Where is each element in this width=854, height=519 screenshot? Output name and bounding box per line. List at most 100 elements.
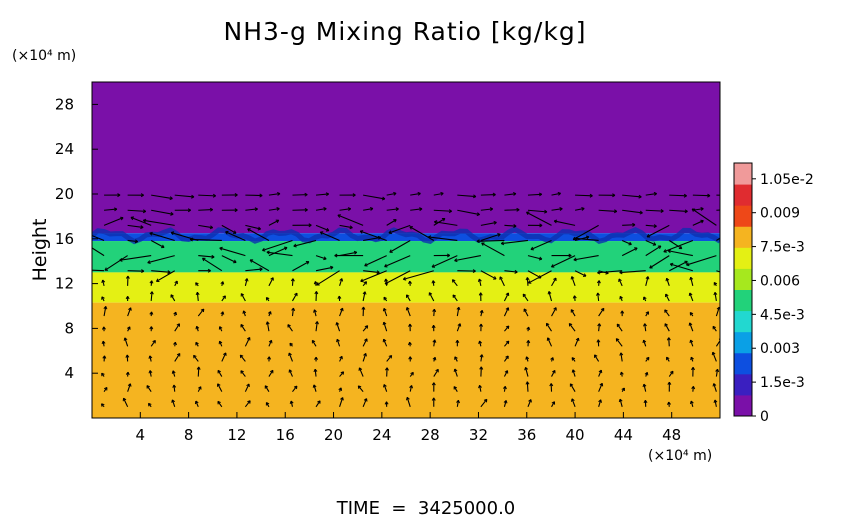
wind-vector-head xyxy=(552,369,556,374)
wind-vector xyxy=(103,217,124,226)
wind-vector-head xyxy=(74,268,77,271)
wind-vector-head xyxy=(478,340,483,345)
wind-vector xyxy=(193,354,199,362)
wind-vector-head xyxy=(538,256,543,261)
wind-vector-head xyxy=(209,207,214,212)
wind-vector xyxy=(151,194,173,200)
wind-vector-head xyxy=(376,270,380,275)
wind-vector xyxy=(146,385,152,392)
wind-vector xyxy=(245,268,263,272)
wind-vector xyxy=(649,255,670,269)
wind-vector-head xyxy=(497,232,501,237)
wind-vector xyxy=(240,370,246,377)
wind-vector-head xyxy=(512,191,517,196)
wind-vector-head xyxy=(244,278,249,282)
wind-vector xyxy=(291,278,294,286)
wind-vector-head xyxy=(553,307,557,311)
wind-vector-head xyxy=(288,352,292,357)
wind-vector xyxy=(456,307,460,317)
wind-vector-head xyxy=(384,281,389,285)
wind-vector xyxy=(714,292,717,302)
wind-vector-head xyxy=(691,367,695,371)
wind-vector xyxy=(127,239,138,243)
wind-vector-head xyxy=(571,398,575,402)
wind-vector xyxy=(428,292,435,302)
field-front xyxy=(92,226,720,245)
wind-vector-head xyxy=(572,236,577,241)
wind-vector xyxy=(480,221,497,226)
colorbar-swatch xyxy=(734,205,752,227)
wind-vector-head xyxy=(169,196,173,201)
mixing-ratio-field xyxy=(92,82,720,418)
wind-vector-head xyxy=(383,384,387,388)
wind-vector-head xyxy=(639,210,643,215)
wind-vector-head xyxy=(530,246,534,251)
wind-vector xyxy=(266,251,293,257)
wind-vector xyxy=(433,192,444,196)
y-axis-label: Height xyxy=(29,219,51,282)
wind-vector-head xyxy=(570,276,575,280)
wind-vector xyxy=(174,194,195,198)
wind-vector-head xyxy=(666,337,671,341)
wind-vector-head xyxy=(431,280,436,284)
wind-vector-head xyxy=(505,325,510,330)
wind-vector xyxy=(197,366,200,377)
wind-vector-head xyxy=(707,193,711,198)
wind-vector xyxy=(428,236,458,242)
wind-vector-head xyxy=(516,207,520,212)
wind-vector-head xyxy=(234,193,238,197)
wind-vector xyxy=(244,400,251,408)
wind-vector xyxy=(547,337,553,347)
wind-vector-head xyxy=(125,354,130,358)
wind-vector-head xyxy=(432,308,437,313)
wind-vector-head xyxy=(246,337,251,341)
wind-vector-head xyxy=(222,295,226,299)
wind-vector-head xyxy=(289,342,293,347)
wind-vector xyxy=(645,193,657,196)
wind-vector-head xyxy=(616,323,621,328)
wind-vector xyxy=(504,209,520,211)
wind-vector-head xyxy=(187,208,191,213)
wind-vector-head xyxy=(128,307,132,311)
wind-vector-head xyxy=(405,396,410,401)
wind-vector-head xyxy=(402,276,407,281)
wind-vector-head xyxy=(451,279,456,283)
wind-vector xyxy=(386,355,393,362)
wind-vector xyxy=(716,237,720,241)
wind-vector xyxy=(619,398,623,407)
wind-vector-head xyxy=(395,207,399,212)
wind-vector-head xyxy=(431,397,436,401)
wind-vector-head xyxy=(359,230,364,234)
wind-vector xyxy=(622,224,636,226)
colorbar-swatch xyxy=(734,394,752,417)
wind-vector-head xyxy=(270,277,274,281)
wind-vector-head xyxy=(581,206,585,211)
wind-vector xyxy=(499,276,505,287)
wind-vector-head xyxy=(453,386,458,390)
wind-vector-head xyxy=(383,296,387,301)
wind-vector xyxy=(195,400,199,408)
wind-vector xyxy=(620,352,623,362)
wind-vector-head xyxy=(268,339,273,344)
wind-vector-head xyxy=(500,241,505,246)
wind-vector xyxy=(615,338,623,347)
wind-vector xyxy=(363,236,381,242)
wind-vector xyxy=(198,209,213,211)
wind-vector xyxy=(363,270,380,274)
y-tick-label: 4 xyxy=(64,364,74,382)
wind-vector-head xyxy=(339,307,344,312)
wind-vector xyxy=(668,337,670,347)
colorbar-tick-label: 7.5e-3 xyxy=(760,240,805,256)
wind-vector-head xyxy=(407,341,412,346)
wind-vector xyxy=(715,369,719,377)
wind-vector xyxy=(571,276,576,287)
wind-vector-head xyxy=(173,311,178,316)
wind-vector xyxy=(221,224,237,234)
wind-vector xyxy=(291,308,294,317)
wind-vector xyxy=(712,351,717,362)
wind-vector xyxy=(362,338,368,347)
wind-vector-head xyxy=(167,270,171,275)
wind-vector-head xyxy=(314,291,319,295)
wind-vector-head xyxy=(220,311,225,315)
wind-vector-head xyxy=(653,224,657,229)
